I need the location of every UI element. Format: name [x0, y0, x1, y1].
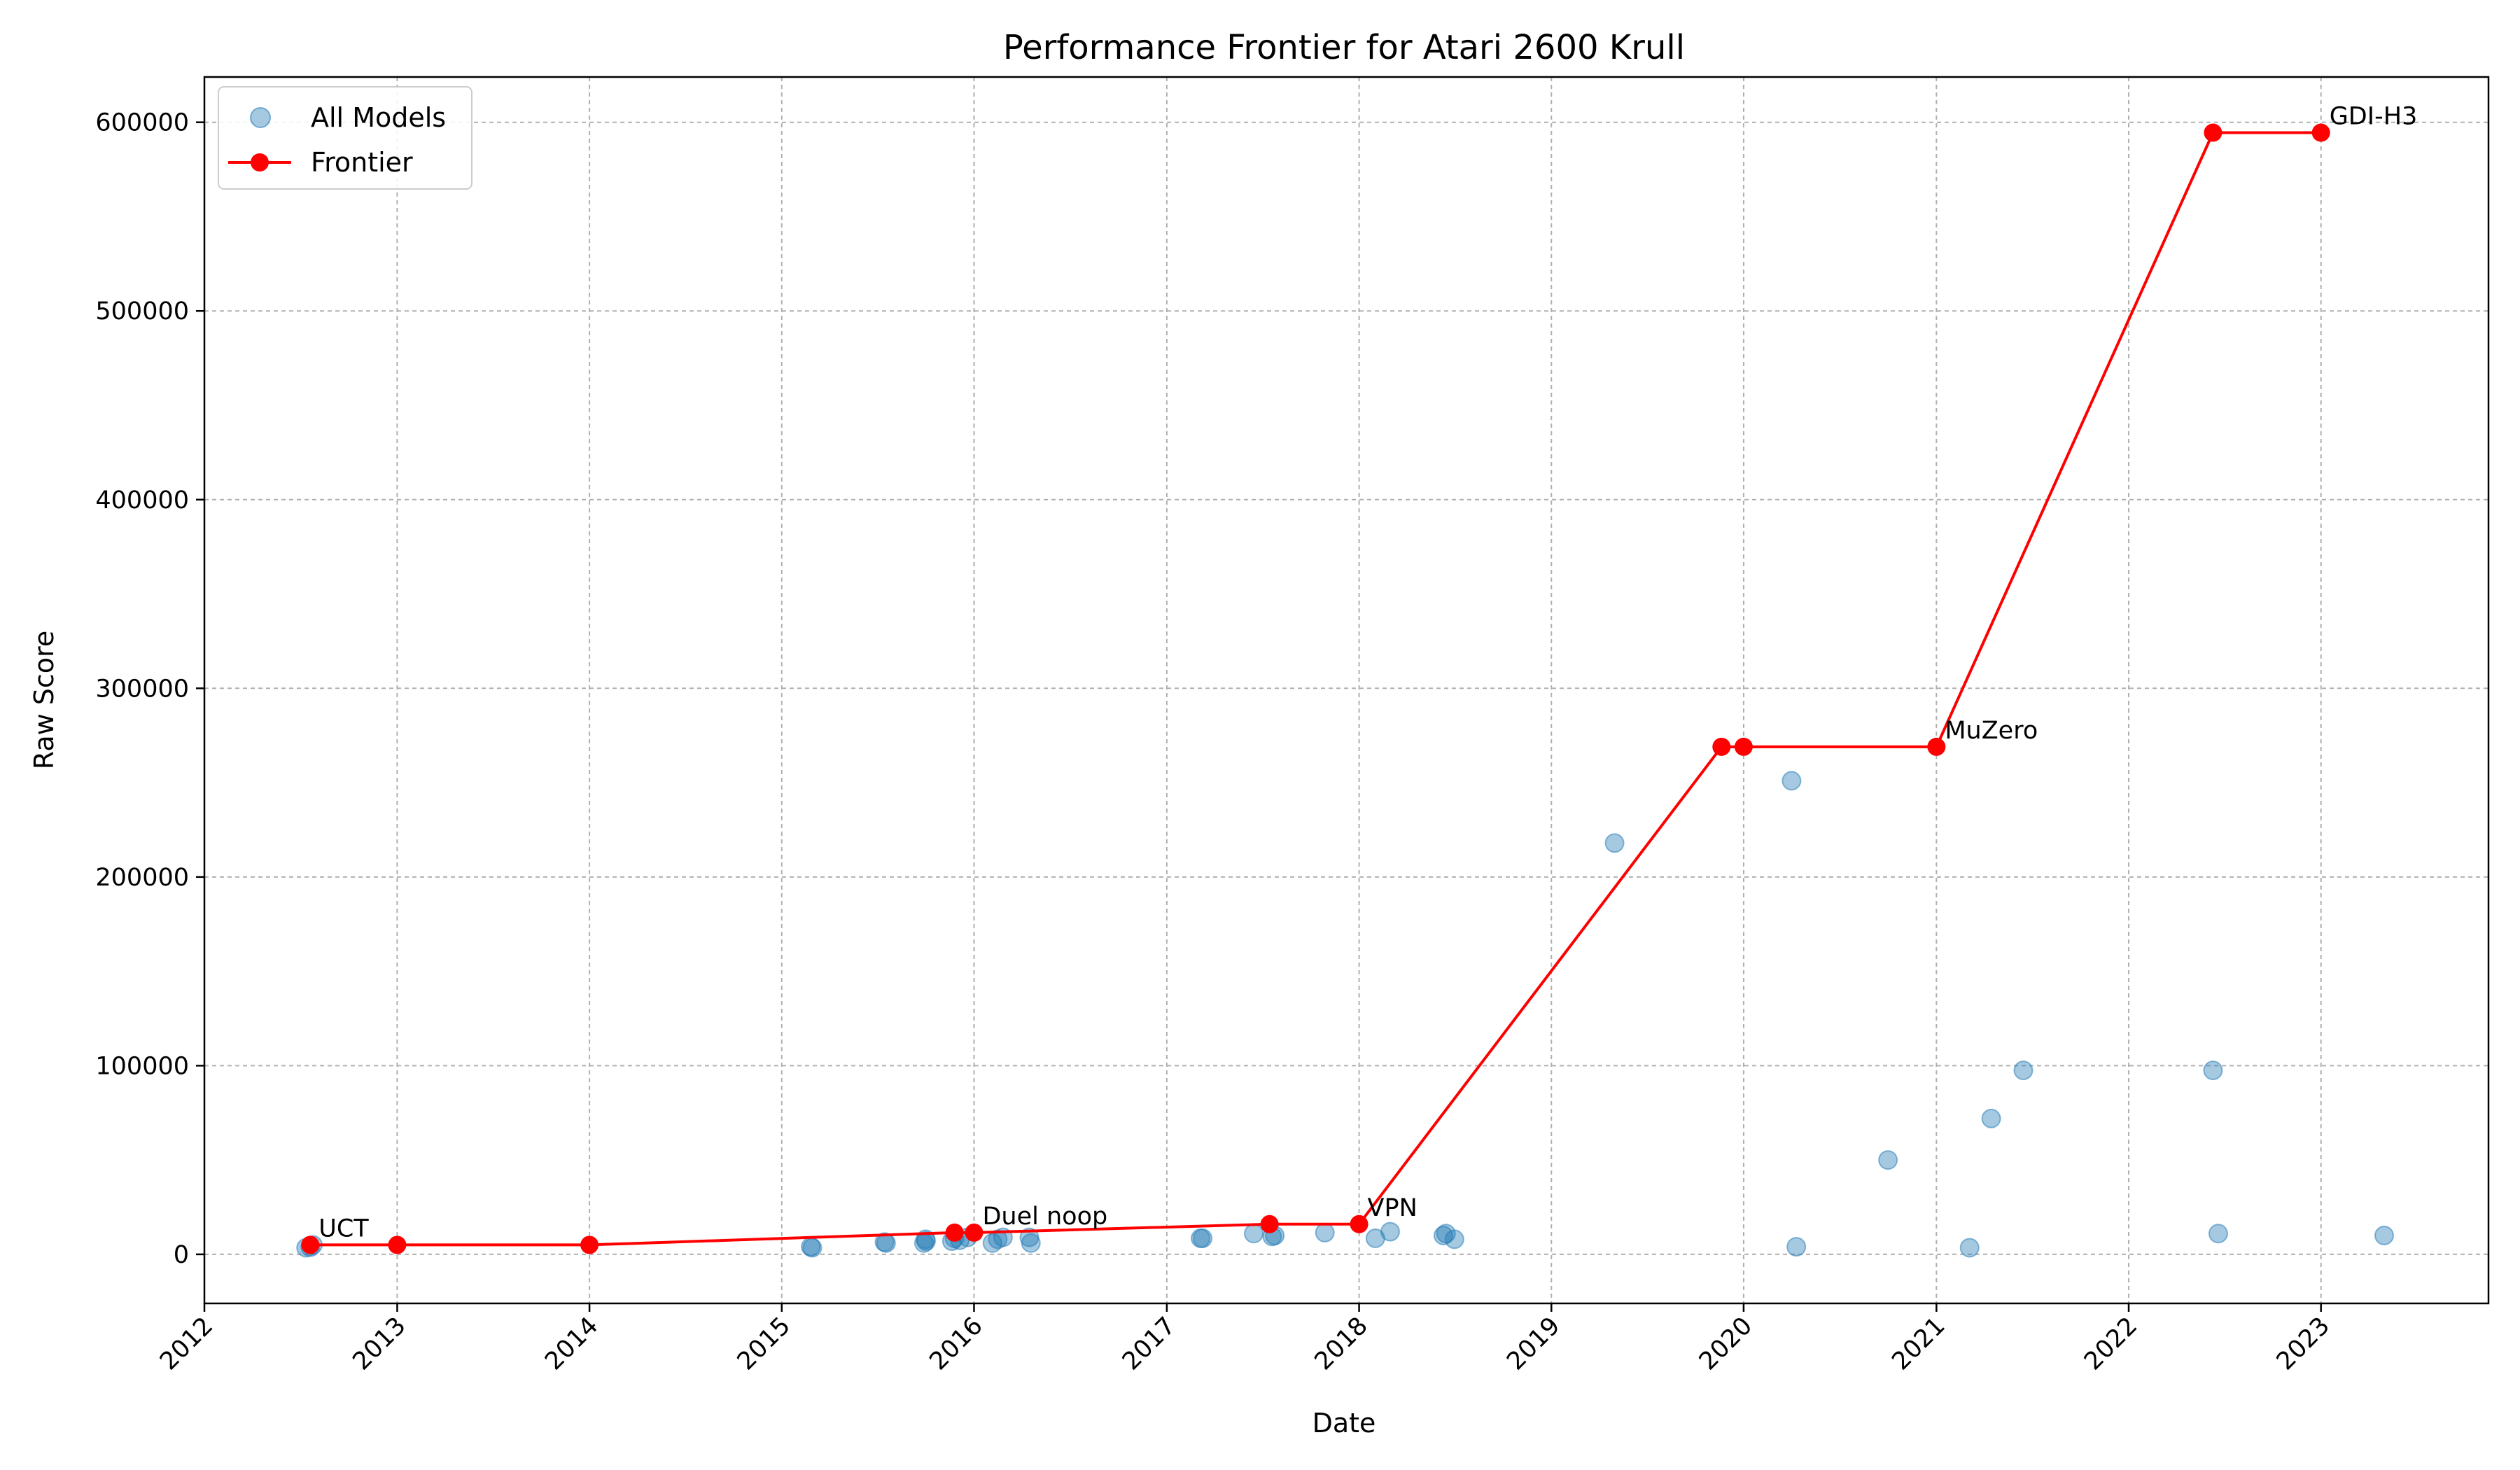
- y-tick-label: 100000: [95, 1052, 189, 1080]
- frontier-point: [965, 1223, 983, 1242]
- frontier-point: [580, 1236, 599, 1254]
- legend-all-models-label: All Models: [311, 102, 446, 133]
- grid: [204, 77, 2488, 1303]
- y-tick-label: 400000: [95, 486, 189, 514]
- all-models-point: [1380, 1222, 1400, 1242]
- all-models-point: [2374, 1225, 2394, 1245]
- all-models-point: [2203, 1060, 2223, 1081]
- all-models-point: [1244, 1224, 1264, 1244]
- frontier-point: [1927, 737, 1946, 756]
- frontier-point: [1350, 1214, 1368, 1233]
- all-models-point: [1782, 771, 1802, 791]
- all-models-point: [982, 1233, 1002, 1253]
- chart-title: Performance Frontier for Atari 2600 Krul…: [1003, 28, 1685, 67]
- frontier-point: [1734, 737, 1753, 756]
- y-tick-label: 200000: [95, 864, 189, 892]
- all-models-point: [1604, 833, 1625, 853]
- legend-frontier-marker: [251, 153, 269, 172]
- all-models-point: [1444, 1229, 1464, 1250]
- legend-all-models-marker: [250, 107, 271, 128]
- all-models-point: [802, 1238, 822, 1258]
- frontier-point: [388, 1236, 407, 1254]
- frontier-point: [301, 1236, 320, 1254]
- frontier-line: [310, 131, 2321, 1247]
- annotations: UCT Duel noop VPN MuZero GDI-H3: [318, 103, 2417, 1243]
- all-models-point: [876, 1233, 896, 1253]
- all-models-point: [1981, 1108, 2001, 1128]
- legend: All Models Frontier: [218, 86, 472, 190]
- x-axis-label: Date: [1312, 1408, 1376, 1438]
- all-models-point: [2013, 1060, 2033, 1081]
- all-models-point: [1315, 1222, 1335, 1242]
- frontier-series: [301, 123, 2330, 1254]
- all-models-point: [1193, 1228, 1213, 1249]
- all-models-point: [916, 1231, 936, 1252]
- all-models-point: [874, 1232, 895, 1252]
- all-models-point: [1878, 1150, 1898, 1170]
- annotation-label: GDI-H3: [2330, 103, 2418, 131]
- all-models-point: [1021, 1233, 1041, 1253]
- y-tick-label: 600000: [95, 109, 189, 137]
- annotation-label: VPN: [1368, 1194, 1418, 1222]
- all-models-point: [2208, 1224, 2228, 1244]
- annotation-label: MuZero: [1945, 717, 2038, 745]
- frontier-point: [1712, 737, 1731, 756]
- annotation-label: UCT: [318, 1214, 369, 1242]
- frontier-point: [2204, 123, 2222, 142]
- all-models-point: [1786, 1237, 1807, 1257]
- frontier-point: [1260, 1214, 1279, 1233]
- frontier-point: [945, 1223, 964, 1242]
- y-tick-label: 300000: [95, 675, 189, 703]
- y-tick-label: 500000: [95, 298, 189, 326]
- legend-frontier-label: Frontier: [311, 147, 413, 178]
- annotation-label: Duel noop: [982, 1203, 1107, 1231]
- frontier-point: [2311, 123, 2330, 142]
- y-axis-ticks: 0 100000 200000 300000 400000 500000 600000: [95, 109, 204, 1269]
- plot-area-frame: [203, 76, 2490, 1305]
- all-models-point: [1959, 1238, 1980, 1258]
- y-tick-label: 0: [174, 1241, 189, 1269]
- y-axis-label: Raw Score: [29, 631, 59, 769]
